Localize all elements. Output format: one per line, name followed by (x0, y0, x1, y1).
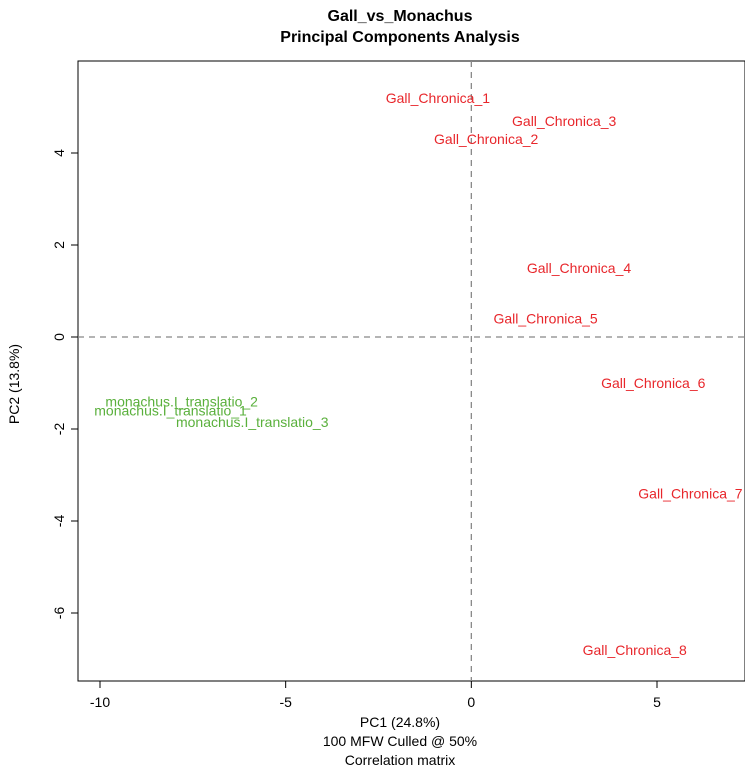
y-tick-label: 2 (51, 241, 67, 249)
point-label: Gall_Chronica_8 (583, 642, 687, 658)
chart-title: Gall_vs_Monachus (328, 8, 473, 25)
point-label: Gall_Chronica_1 (386, 90, 490, 106)
point-label: monachus.I_translatio_1 (94, 403, 247, 419)
x-axis-subtitle-2: Correlation matrix (345, 752, 455, 768)
point-label: monachus.I_translatio_3 (176, 414, 329, 430)
x-tick-label: -10 (90, 694, 110, 710)
chart-subtitle: Principal Components Analysis (280, 29, 520, 46)
y-tick-label: 4 (51, 149, 67, 157)
y-tick-label: -4 (51, 515, 67, 528)
x-axis-title: PC1 (24.8%) (360, 714, 440, 730)
x-tick-label: 0 (467, 694, 475, 710)
x-tick-label: 5 (653, 694, 661, 710)
y-tick-label: -6 (51, 607, 67, 620)
plot-frame (77, 60, 745, 682)
point-label: Gall_Chronica_6 (601, 375, 705, 391)
point-label: Gall_Chronica_5 (493, 311, 597, 327)
y-tick-label: -2 (51, 423, 67, 436)
y-tick-label: 0 (51, 333, 67, 341)
x-tick-label: -5 (279, 694, 292, 710)
y-axis-title: PC2 (13.8%) (6, 344, 22, 424)
point-label: Gall_Chronica_2 (434, 131, 538, 147)
plot-area: -10 -5 0 5 -6 -4 -2 0 2 4 Gall_Chronica_1 Gall_Chro… (51, 60, 745, 710)
point-label: Gall_Chronica_3 (512, 113, 616, 129)
point-label: monachus.I_translatio_2 (105, 393, 258, 409)
point-label: Gall_Chronica_7 (638, 485, 742, 501)
x-axis-subtitle-1: 100 MFW Culled @ 50% (323, 733, 477, 749)
point-label: Gall_Chronica_4 (527, 260, 631, 276)
